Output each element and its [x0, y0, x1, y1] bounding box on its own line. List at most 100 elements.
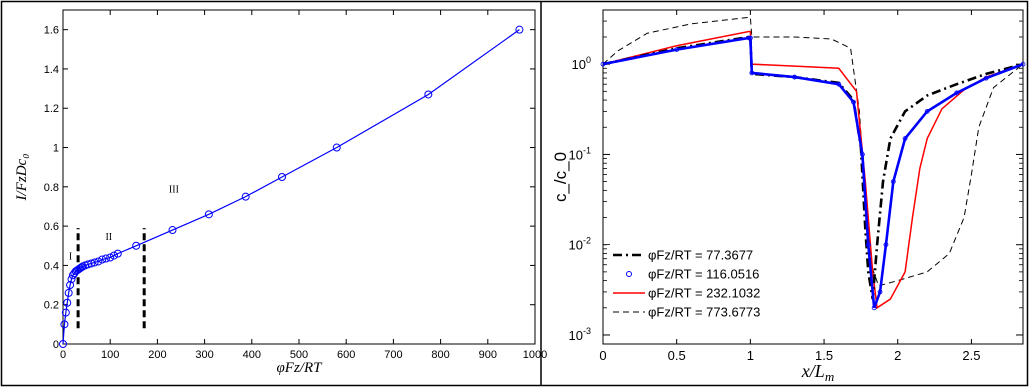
right-data-point	[883, 242, 889, 248]
left-data-point	[109, 251, 118, 260]
left-x-tick-label: 300	[195, 349, 213, 361]
left-data-point	[278, 173, 287, 181]
left-x-axis-label: φFz/RT	[277, 360, 324, 376]
right-y-axis-label: c_/c_0	[551, 152, 570, 202]
left-data-point	[60, 320, 69, 329]
left-data-point	[61, 308, 70, 317]
left-data-point	[87, 259, 96, 268]
left-x-tick-label: 600	[337, 349, 355, 361]
left-x-tick-label: 700	[384, 349, 402, 361]
left-x-tick-label: 400	[243, 349, 261, 361]
left-x-tick-label: 900	[479, 349, 497, 361]
left-y-tick-label: 0.2	[44, 300, 59, 312]
left-x-tick-label: 1000	[523, 349, 547, 361]
right-y-tick-base: 10	[569, 147, 583, 162]
right-x-tick-label: 1.5	[815, 348, 833, 363]
legend: φFz/RT = 77.3677 φFz/RT = 116.0516 φFz/RT …	[607, 245, 767, 325]
left-data-point	[332, 143, 341, 152]
left-x-tick-label: 0	[60, 349, 66, 361]
right-data-point	[954, 90, 960, 96]
left-data-point	[64, 288, 73, 297]
right-y-tick-label: 10-1	[569, 145, 591, 162]
right-y-tick-exponent: -1	[583, 145, 591, 155]
right-y-tick-label: 100	[572, 55, 591, 72]
left-data-point	[63, 298, 72, 307]
right-x-axis-label: x/Lm	[801, 361, 834, 384]
right-x-tick-label: 0.5	[668, 348, 686, 363]
right-data-point	[983, 75, 989, 81]
right-data-point	[746, 35, 752, 41]
left-data-point	[204, 210, 213, 219]
right-data-point	[877, 289, 883, 295]
legend-entry-label: φFz/RT = 232.1032	[648, 286, 760, 301]
left-data-point	[106, 253, 115, 262]
left-data-point	[94, 257, 103, 266]
legend-entry-label: φFz/RT = 116.0516	[648, 267, 759, 282]
right-data-point	[851, 99, 856, 105]
left-y-tick-label: 1.4	[44, 64, 59, 76]
left-region-dividers	[76, 228, 146, 329]
left-plot-area	[62, 9, 536, 345]
left-x-tick-label: 100	[101, 349, 119, 361]
left-y-tick-label: 0.8	[44, 182, 59, 194]
right-series-group	[600, 16, 1026, 311]
left-region-label: I	[69, 252, 72, 263]
right-data-point	[859, 152, 865, 157]
left-x-tick-label: 200	[148, 349, 166, 361]
right-data-point	[865, 242, 871, 248]
left-x-tick-label: 500	[290, 349, 308, 361]
left-data-point	[98, 255, 107, 264]
right-y-tick-label: 10-3	[569, 326, 591, 343]
right-data-point	[1020, 61, 1026, 67]
right-data-point	[890, 179, 896, 185]
left-data-point	[101, 254, 110, 263]
left-x-tick-label: 800	[431, 349, 449, 361]
right-y-tick-base: 10	[569, 238, 583, 253]
left-y-tick-label: 0.4	[44, 260, 59, 272]
right-x-tick-label: 2	[894, 348, 901, 363]
left-data-point	[241, 192, 250, 201]
right-y-tick-exponent: 0	[586, 55, 591, 65]
left-y-tick-label: 1.2	[44, 103, 59, 115]
left-data-point	[66, 281, 75, 290]
left-series-group	[59, 25, 524, 348]
right-data-point	[924, 108, 930, 114]
left-y-tick-label: 0	[53, 339, 59, 351]
right-data-point	[836, 81, 842, 87]
left-y-axis-label: I/FzDc₀	[14, 154, 30, 202]
right-data-point	[674, 47, 680, 52]
left-x-ticks: 0 100 200 300 400 500 600 700 800 900 1000	[60, 10, 547, 361]
right-data-point	[792, 74, 797, 80]
left-y-tick-label: 1.6	[44, 25, 59, 37]
legend-entry-label: φFz/RT = 77.3677	[648, 248, 753, 263]
left-data-point	[168, 226, 177, 235]
right-x-tick-label: 2.5	[962, 348, 980, 363]
right-x-axis-label-sub: m	[825, 369, 834, 384]
left-panel: 0 100 200 300 400 500 600 700 800 900 1000 0 0.2 0.4…	[14, 9, 547, 376]
left-data-point	[90, 258, 99, 267]
left-y-ticks: 0 0.2 0.4 0.6 0.8 1 1.2 1.4 1.6	[44, 25, 535, 351]
legend-entry-label: φFz/RT = 773.6773	[648, 305, 760, 320]
legend-marker	[626, 271, 632, 277]
right-x-tick-label: 0	[599, 348, 606, 363]
right-y-tick-exponent: -3	[583, 326, 591, 336]
right-data-point	[902, 136, 908, 141]
right-data-point	[747, 35, 753, 41]
right-y-tick-base: 10	[569, 328, 583, 343]
right-data-point	[600, 61, 606, 67]
left-data-point	[59, 340, 67, 348]
right-y-tick-base: 10	[572, 57, 586, 72]
left-region-label: II	[105, 232, 112, 243]
left-data-point	[515, 25, 524, 34]
left-y-tick-label: 0.6	[44, 221, 59, 233]
right-x-tick-label: 1	[747, 348, 754, 363]
right-series-line-1	[602, 36, 1024, 309]
right-data-point	[871, 305, 877, 311]
left-data-point	[132, 241, 141, 250]
right-data-point	[749, 70, 755, 76]
left-region-label: III	[169, 185, 179, 196]
right-y-tick-exponent: -2	[583, 236, 591, 246]
